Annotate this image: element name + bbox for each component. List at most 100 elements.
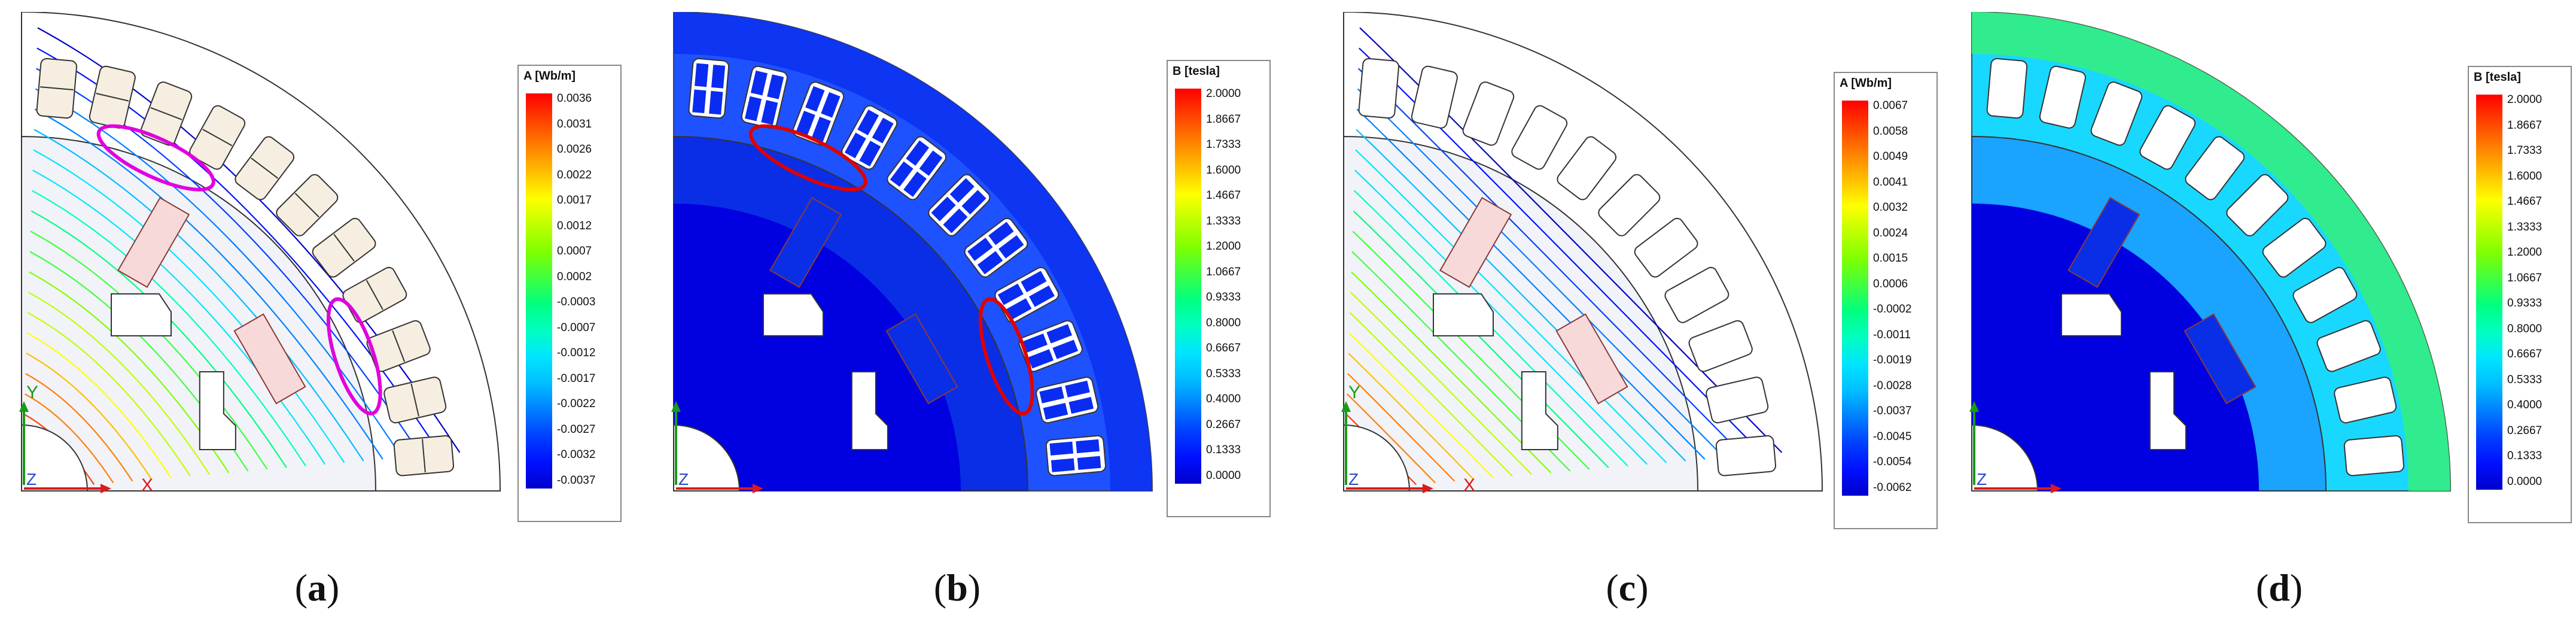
flux-line [1348,332,1494,478]
slot-outline [2039,65,2086,129]
legend-tick: 1.6000 [1206,163,1241,177]
legend-b: B [tesla] 2.0000 1.8667 1.7333 1.6000 1.4667… [1167,60,1271,517]
coil-conductor [695,63,709,87]
legend-title-b: B [tesla] [1173,65,1220,78]
coil-conductor [943,208,968,233]
plot-b: Z [671,12,1153,493]
coil-conductor [1028,349,1054,369]
flux-line [34,129,364,462]
y-axis-arrowhead [19,401,29,412]
stator-slot [2090,81,2143,146]
coil-conductor [903,171,927,197]
legend-tick: -0.0022 [557,398,596,410]
coil-conductor [692,89,707,114]
legend-tick: 1.2000 [2507,246,2542,259]
legend-tick: 1.3333 [2507,220,2542,233]
highlight-ellipse [326,297,382,415]
coil-conductor [949,178,975,203]
coil-conductor [1022,333,1048,353]
highlight-ellipse [96,124,215,192]
legend-tick: 1.8667 [1206,113,1241,126]
stator-slot [276,174,339,236]
coil-conductor [811,117,831,142]
legend-tick: 0.5333 [1206,367,1241,380]
stator-slot [1706,377,1769,424]
legend-title-c: A [Wb/m] [1840,77,1892,90]
flux-line [1350,292,1532,475]
slot-outline [928,174,991,236]
coil-conductor [988,222,1014,245]
coil-conductor [1021,271,1047,293]
legend-tick: 0.4000 [1206,393,1241,405]
y-axis-arrowhead [1341,401,1351,412]
legend-tick: 0.4000 [2507,399,2542,411]
highlight-ellipse [748,124,867,192]
coil-conductor [1051,458,1075,472]
legend-tick: 0.2667 [2507,424,2542,437]
stator-slot [792,81,845,146]
legend-tick: 0.0036 [557,92,592,105]
coil-divider [251,157,279,179]
stator-slot [2334,377,2397,424]
z-axis-label: Z [1977,470,1987,489]
plot-c: Y X Z [1341,12,1823,495]
x-axis-label: X [141,475,153,495]
panel-b: Z B [tesla] 2.0000 1.8667 1.7333 1.6000 1.46… [670,12,1271,609]
stator-slot [383,377,447,424]
coil-divider [150,107,182,120]
x-axis-label: X [1463,475,1475,495]
legend-tick: -0.0019 [1873,354,1912,366]
legend-tick: 1.4667 [1206,189,1241,202]
legend-tick: 0.0067 [1873,99,1908,112]
stator-slot [1557,136,1617,201]
coil-conductor [750,70,768,96]
panel-a: Y X Z A [Wb/m] 0.0036 0.0031 0.0026 0.0022 0.0… [18,12,622,609]
slot-outline [1557,136,1617,201]
permanent-magnet [769,197,842,289]
stator-slot [1358,57,1400,119]
machine-cross-section: Z [1969,12,2452,493]
stator-slot [2039,65,2086,129]
stator-slot [1634,217,1698,278]
y-axis-arrowhead [1969,401,1979,412]
stator-slot [2226,174,2289,236]
coil-divider [294,193,319,218]
stator-slot [841,105,898,170]
panel-d: Z B [tesla] 2.0000 1.8667 1.7333 1.6000 1.46… [1968,12,2572,609]
stator-slot [366,320,431,372]
rotor-pocket [851,371,888,450]
stator-slot [2262,217,2327,278]
stator-yoke [1972,12,2450,491]
slot-outline [2292,266,2358,323]
legend-tick: 1.0667 [2507,271,2542,284]
permanent-magnet [117,197,190,289]
legend-tick: 0.8000 [1206,316,1241,329]
x-axis-arrowhead [2051,484,2062,493]
rotor-pocket [199,371,236,450]
slot-outline [2316,320,2381,372]
legend-tick: 0.0031 [557,117,592,131]
stator-slot [2343,435,2405,477]
stator-slot [140,81,193,146]
legend-tick: 0.0006 [1873,277,1908,290]
rotor-core [1972,204,2259,491]
legend-tick: -0.0012 [557,347,596,359]
coil-conductor [796,110,815,136]
legend-tick: -0.0002 [1873,303,1912,316]
legend-tick: 2.0000 [1206,87,1241,100]
coil-conductor [709,90,723,115]
slot-outline [1986,57,2028,119]
flux-line [27,312,191,477]
coil-divider [202,129,233,147]
coil-conductor [761,100,778,125]
legend-tick: 0.8000 [2507,322,2542,335]
stator-slot [1986,57,2028,119]
stator-slot [1715,435,1777,477]
coil-conductor [1052,339,1079,359]
flux-line [31,190,307,467]
highlight-ellipse [978,297,1034,415]
legend-tick: -0.0017 [557,372,596,385]
legend-tick: 0.9333 [1206,291,1241,304]
flux-line [33,149,345,463]
flux-line [34,108,383,460]
